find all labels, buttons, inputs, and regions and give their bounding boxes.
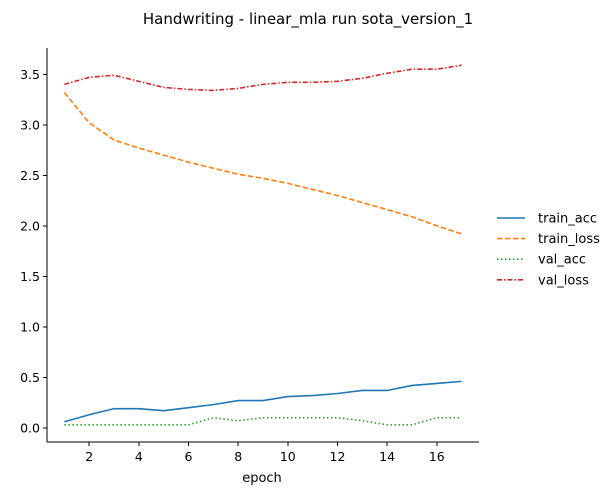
y-tick-label: 0.0 <box>20 420 40 435</box>
y-tick-label: 1.5 <box>20 269 40 284</box>
legend-label-val_loss: val_loss <box>538 273 589 288</box>
x-tick-label: 14 <box>379 449 395 464</box>
series-line-val_loss <box>64 64 462 92</box>
series-line-val_acc <box>64 416 462 426</box>
y-tick-label: 1.0 <box>20 319 40 334</box>
x-tick-label: 6 <box>185 449 193 464</box>
chart-title: Handwriting - linear_mla run sota_versio… <box>143 10 473 29</box>
series-line-train_acc <box>64 380 462 423</box>
x-tick-label: 16 <box>429 449 445 464</box>
axes: 2 4 6 8 10 12 14 16 0.0 0.5 1.0 1.5 2.0 2.5 3.0 3.5 <box>20 48 479 464</box>
y-tick-label: 2.5 <box>20 168 40 183</box>
plot-lines <box>63 64 462 426</box>
x-tick-label: 12 <box>330 449 346 464</box>
legend-label-train_loss: train_loss <box>538 232 600 247</box>
y-tick-label: 3.0 <box>20 117 40 132</box>
series-line-train_loss <box>63 91 462 235</box>
x-tick-label: 10 <box>280 449 296 464</box>
x-tick-label: 4 <box>135 449 143 464</box>
x-tick-label: 8 <box>234 449 242 464</box>
y-tick-label: 3.5 <box>20 67 40 82</box>
x-tick-label: 2 <box>85 449 93 464</box>
legend-label-val_acc: val_acc <box>538 253 586 268</box>
y-tick-label: 2.0 <box>20 218 40 233</box>
y-tick-label: 0.5 <box>20 370 40 385</box>
legend-label-train_acc: train_acc <box>538 212 597 227</box>
x-axis-label: epoch <box>242 471 282 486</box>
legend: train_acc train_loss val_acc val_loss <box>497 212 600 288</box>
